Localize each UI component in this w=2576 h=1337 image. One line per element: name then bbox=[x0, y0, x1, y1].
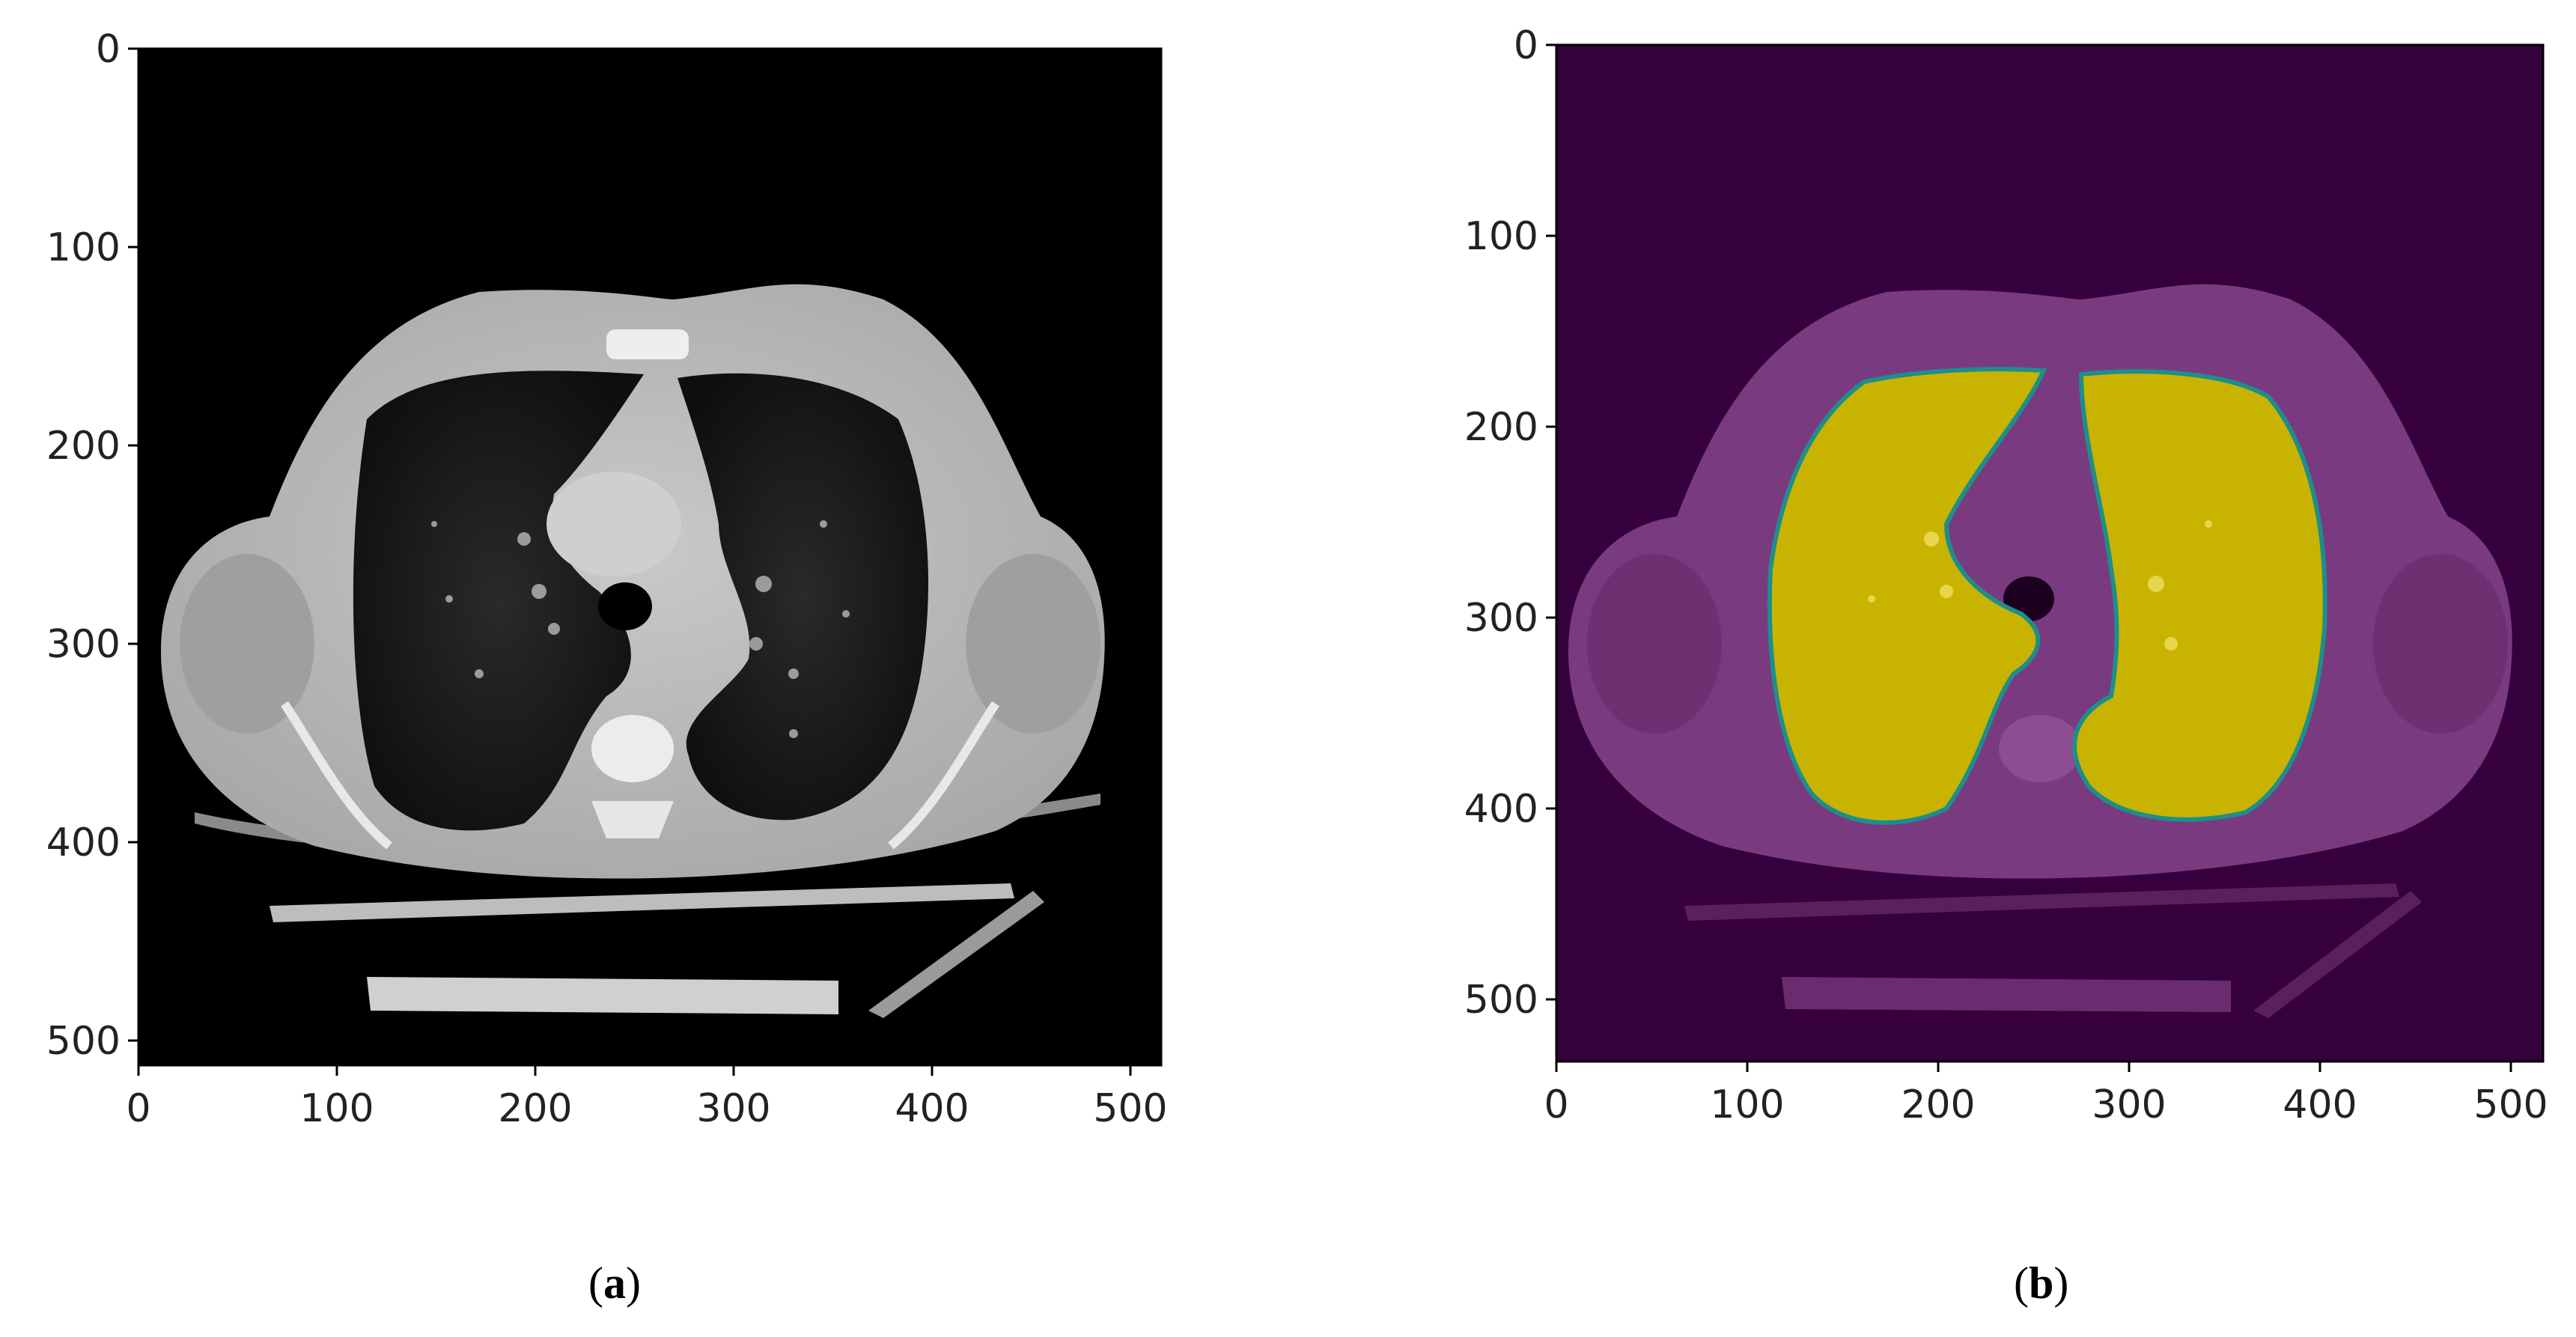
caption-a: (a) bbox=[588, 1258, 641, 1308]
x-tick-label: 200 bbox=[498, 1086, 572, 1131]
x-tick-label: 400 bbox=[895, 1086, 969, 1131]
lung-right-a bbox=[353, 371, 644, 831]
lung-mask-left-b bbox=[2072, 369, 2327, 822]
y-tick-label: 400 bbox=[46, 820, 121, 865]
x-tick-label: 200 bbox=[1901, 1082, 1975, 1127]
x-tick-label: 100 bbox=[299, 1086, 374, 1131]
x-tick-label: 400 bbox=[2283, 1082, 2357, 1127]
y-tick-label: 100 bbox=[46, 225, 121, 270]
x-tick-label: 500 bbox=[2473, 1082, 2548, 1127]
y-tick-label: 500 bbox=[46, 1019, 121, 1064]
segmentation-image-b bbox=[1556, 45, 2543, 1062]
x-tick-label: 300 bbox=[2092, 1082, 2166, 1127]
y-tick-label: 200 bbox=[1464, 405, 1538, 450]
lung-mask-right-b bbox=[1767, 367, 2047, 825]
x-tick-label: 300 bbox=[696, 1086, 770, 1131]
x-tick-label: 0 bbox=[1544, 1082, 1568, 1127]
y-tick-label: 100 bbox=[1464, 214, 1538, 259]
y-tick-label: 500 bbox=[1464, 978, 1538, 1023]
y-tick-label: 200 bbox=[46, 424, 121, 469]
y-tick-label: 300 bbox=[1464, 596, 1538, 641]
ct-image-a bbox=[138, 49, 1161, 1065]
caption-b: (b) bbox=[2014, 1258, 2069, 1308]
y-tick-label: 0 bbox=[96, 27, 121, 72]
y-tick-label: 0 bbox=[1514, 23, 1538, 68]
x-tick-label: 100 bbox=[1710, 1082, 1784, 1127]
lung-left-a bbox=[678, 373, 928, 820]
x-tick-label: 500 bbox=[1093, 1086, 1167, 1131]
x-tick-label: 0 bbox=[126, 1086, 150, 1131]
y-tick-label: 400 bbox=[1464, 787, 1538, 832]
y-tick-label: 300 bbox=[46, 622, 121, 667]
